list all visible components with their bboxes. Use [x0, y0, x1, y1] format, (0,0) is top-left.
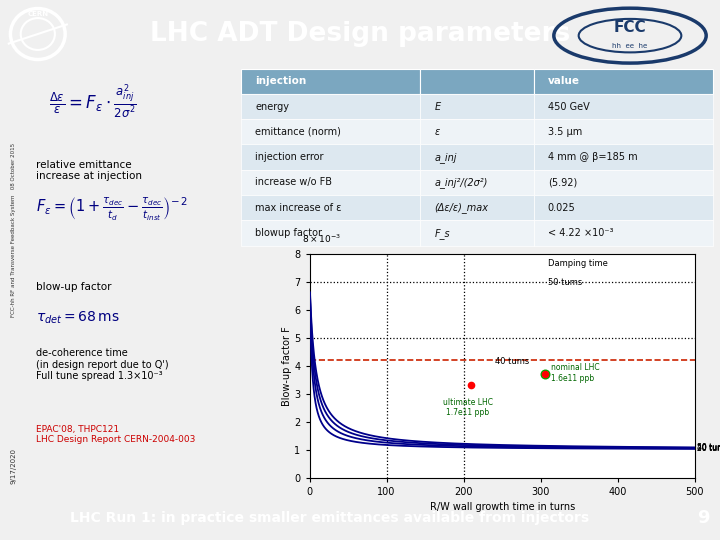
- Text: LHC ADT Design parameters: LHC ADT Design parameters: [150, 21, 570, 47]
- FancyBboxPatch shape: [241, 220, 420, 246]
- FancyBboxPatch shape: [420, 69, 534, 94]
- Text: a_inj²/(2σ²): a_inj²/(2σ²): [435, 177, 488, 188]
- Text: 3.5 μm: 3.5 μm: [548, 127, 582, 137]
- Text: $\tau_{det} = 68\,\mathrm{ms}$: $\tau_{det} = 68\,\mathrm{ms}$: [36, 309, 120, 326]
- Text: blow-up factor: blow-up factor: [36, 282, 112, 292]
- Text: 30 tums: 30 tums: [697, 444, 720, 453]
- Text: Damping time: Damping time: [549, 259, 608, 268]
- FancyBboxPatch shape: [241, 94, 420, 119]
- Text: max increase of ε: max increase of ε: [256, 202, 342, 213]
- FancyBboxPatch shape: [534, 195, 713, 220]
- FancyBboxPatch shape: [534, 145, 713, 170]
- Text: injection error: injection error: [256, 152, 324, 162]
- FancyBboxPatch shape: [420, 94, 534, 119]
- FancyBboxPatch shape: [534, 220, 713, 246]
- Text: FCC: FCC: [613, 20, 647, 35]
- Text: a_inj: a_inj: [435, 152, 457, 163]
- Y-axis label: Blow-up factor F: Blow-up factor F: [282, 326, 292, 406]
- Text: F_s: F_s: [435, 227, 450, 239]
- FancyBboxPatch shape: [420, 119, 534, 145]
- Text: injection: injection: [256, 76, 307, 86]
- Text: ε: ε: [435, 127, 440, 137]
- Text: $\frac{\Delta\varepsilon}{\varepsilon} = F_\varepsilon \cdot \frac{a_{inj}^2}{2\: $\frac{\Delta\varepsilon}{\varepsilon} =…: [49, 83, 137, 121]
- Text: 9: 9: [698, 509, 710, 527]
- Text: increase w/o FB: increase w/o FB: [256, 178, 333, 187]
- FancyBboxPatch shape: [241, 195, 420, 220]
- FancyBboxPatch shape: [241, 145, 420, 170]
- FancyBboxPatch shape: [420, 170, 534, 195]
- Text: nominal LHC
1.6e11 ppb: nominal LHC 1.6e11 ppb: [551, 363, 599, 382]
- Text: relative emittance
increase at injection: relative emittance increase at injection: [36, 159, 142, 181]
- Text: hh  ee  he: hh ee he: [613, 43, 647, 49]
- Text: 20 tums: 20 tums: [697, 444, 720, 454]
- FancyBboxPatch shape: [241, 69, 420, 94]
- Text: (Δε/ε)_max: (Δε/ε)_max: [435, 202, 489, 213]
- Text: de-coherence time
(in design report due to Q')
Full tune spread 1.3×10⁻³: de-coherence time (in design report due …: [36, 348, 168, 381]
- Text: 9/17/2020: 9/17/2020: [11, 448, 17, 484]
- FancyBboxPatch shape: [241, 170, 420, 195]
- Text: EPAC'08, THPC121
LHC Design Report CERN-2004-003: EPAC'08, THPC121 LHC Design Report CERN-…: [36, 425, 195, 444]
- Text: 450 GeV: 450 GeV: [548, 102, 590, 112]
- Text: value: value: [548, 76, 580, 86]
- Text: CERN: CERN: [27, 11, 48, 17]
- Text: $F_\varepsilon = \left(1 + \frac{\tau_{dec}}{t_d} - \frac{\tau_{dec}}{t_{inst}}\: $F_\varepsilon = \left(1 + \frac{\tau_{d…: [36, 196, 189, 223]
- X-axis label: R/W wall growth time in turns: R/W wall growth time in turns: [430, 503, 575, 512]
- FancyBboxPatch shape: [534, 170, 713, 195]
- FancyBboxPatch shape: [534, 69, 713, 94]
- FancyBboxPatch shape: [420, 145, 534, 170]
- Text: 0.025: 0.025: [548, 202, 575, 213]
- FancyBboxPatch shape: [534, 94, 713, 119]
- Text: 40 tums: 40 tums: [697, 443, 720, 453]
- Text: 50 tums: 50 tums: [549, 278, 582, 287]
- Text: E: E: [435, 102, 441, 112]
- Text: ultimate LHC
1.7e11 ppb: ultimate LHC 1.7e11 ppb: [443, 398, 492, 417]
- Text: 50 tums: 50 tums: [697, 443, 720, 452]
- Text: energy: energy: [256, 102, 289, 112]
- FancyBboxPatch shape: [241, 119, 420, 145]
- Text: (5.92): (5.92): [548, 178, 577, 187]
- Text: $8 \times 10^{-3}$: $8 \times 10^{-3}$: [302, 232, 341, 245]
- FancyBboxPatch shape: [534, 119, 713, 145]
- FancyBboxPatch shape: [420, 220, 534, 246]
- Text: LHC Run 1: in practice smaller emittances available from injectors: LHC Run 1: in practice smaller emittance…: [71, 511, 590, 525]
- Text: emittance (norm): emittance (norm): [256, 127, 341, 137]
- Text: 40 tums: 40 tums: [495, 357, 529, 367]
- Text: blowup factor: blowup factor: [256, 228, 323, 238]
- Text: 4 mm @ β=185 m: 4 mm @ β=185 m: [548, 152, 637, 162]
- Text: < 4.22 ×10⁻³: < 4.22 ×10⁻³: [548, 228, 613, 238]
- Text: FCC-hh RF and Transverse Feedback System   08 October 2015: FCC-hh RF and Transverse Feedback System…: [12, 143, 16, 318]
- FancyBboxPatch shape: [420, 195, 534, 220]
